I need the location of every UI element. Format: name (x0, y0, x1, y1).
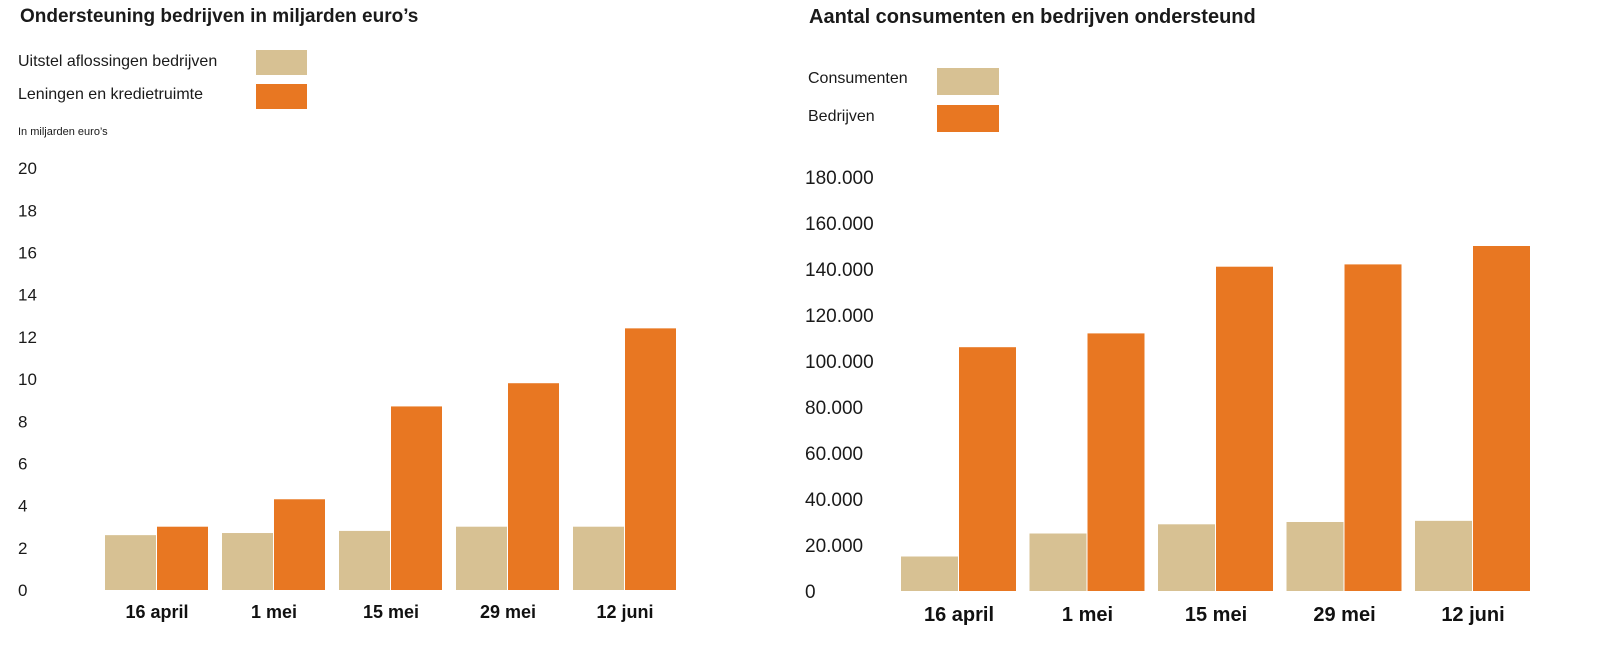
y-tick-label: 80.000 (805, 398, 863, 419)
y-tick-label: 120.000 (805, 306, 874, 327)
y-tick-label: 40.000 (805, 490, 863, 511)
x-tick-label: 29 mei (1313, 604, 1375, 626)
legend-swatch-deferred-repayments (256, 50, 307, 75)
y-tick-label: 6 (18, 455, 27, 474)
y-tick-label: 16 (18, 244, 37, 263)
bar-light (456, 526, 507, 590)
bar-dark (508, 383, 559, 590)
y-tick-label: 2 (18, 539, 27, 558)
chart-supported-count: Aantal consumenten en bedrijven onderste… (800, 0, 1600, 650)
legend-label-businesses: Bedrijven (808, 108, 875, 125)
x-tick-label: 12 juni (1441, 604, 1504, 626)
y-tick-label: 18 (18, 201, 37, 220)
y-tick-label: 100.000 (805, 352, 874, 373)
legend-label-consumers: Consumenten (808, 70, 908, 87)
x-tick-label: 29 mei (480, 602, 536, 622)
bar-dark (959, 347, 1016, 591)
bar-light (339, 530, 390, 590)
bar-dark (1344, 264, 1402, 591)
y-tick-label: 180.000 (805, 168, 874, 189)
bar-dark (157, 526, 208, 590)
bar-dark (274, 499, 325, 590)
y-tick-label: 4 (18, 497, 27, 516)
bar-dark (1087, 333, 1145, 591)
y-tick-label: 12 (18, 328, 37, 347)
y-tick-label: 140.000 (805, 260, 874, 281)
chart-support-billions: Ondersteuning bedrijven in miljarden eur… (18, 6, 676, 622)
y-tick-label: 0 (18, 581, 27, 600)
x-tick-label: 16 april (125, 602, 188, 622)
bar-dark (625, 328, 676, 590)
bar-light (105, 535, 156, 590)
y-tick-label: 160.000 (805, 214, 874, 235)
bar-dark (1473, 246, 1530, 591)
y-tick-label: 20 (18, 159, 37, 178)
bar-light (1415, 520, 1472, 591)
y-tick-label: 60.000 (805, 444, 863, 465)
x-tick-label: 1 mei (251, 602, 297, 622)
y-tick-label: 20.000 (805, 536, 863, 557)
legend-swatch-loans-credit (256, 84, 307, 109)
y-axis-unit-label: In miljarden euro’s (18, 126, 108, 138)
bar-light (901, 556, 958, 591)
chart-title: Aantal consumenten en bedrijven onderste… (809, 6, 1256, 28)
bar-light (1286, 522, 1344, 591)
bar-dark (391, 406, 442, 590)
bar-dark (1216, 266, 1273, 591)
bar-light (222, 533, 273, 590)
x-tick-label: 15 mei (363, 602, 419, 622)
y-tick-label: 14 (18, 286, 37, 305)
legend-swatch-businesses (937, 105, 999, 132)
x-tick-label: 15 mei (1185, 604, 1247, 626)
x-tick-label: 1 mei (1062, 604, 1113, 626)
bar-light (1158, 524, 1215, 591)
bar-plot-right: 0 20.000 40.000 60.000 80.000 100.000 120.000 1… (805, 168, 1530, 626)
chart-title: Ondersteuning bedrijven in miljarden eur… (20, 6, 419, 27)
y-tick-label: 10 (18, 370, 37, 389)
bar-light (1029, 533, 1087, 591)
x-tick-label: 16 april (924, 604, 994, 626)
legend-swatch-consumers (937, 68, 999, 95)
y-tick-label: 8 (18, 412, 27, 431)
legend-label-loans-credit: Leningen en kredietruimte (18, 86, 204, 103)
y-tick-label: 0 (805, 582, 816, 603)
bar-plot-left: 0 2 4 6 8 10 12 14 16 18 20 16 april 1 mei 15 mei 29 m… (18, 159, 676, 622)
bar-light (573, 526, 624, 590)
legend-label-deferred-repayments: Uitstel aflossingen bedrijven (18, 53, 218, 70)
x-tick-label: 12 juni (596, 602, 653, 622)
